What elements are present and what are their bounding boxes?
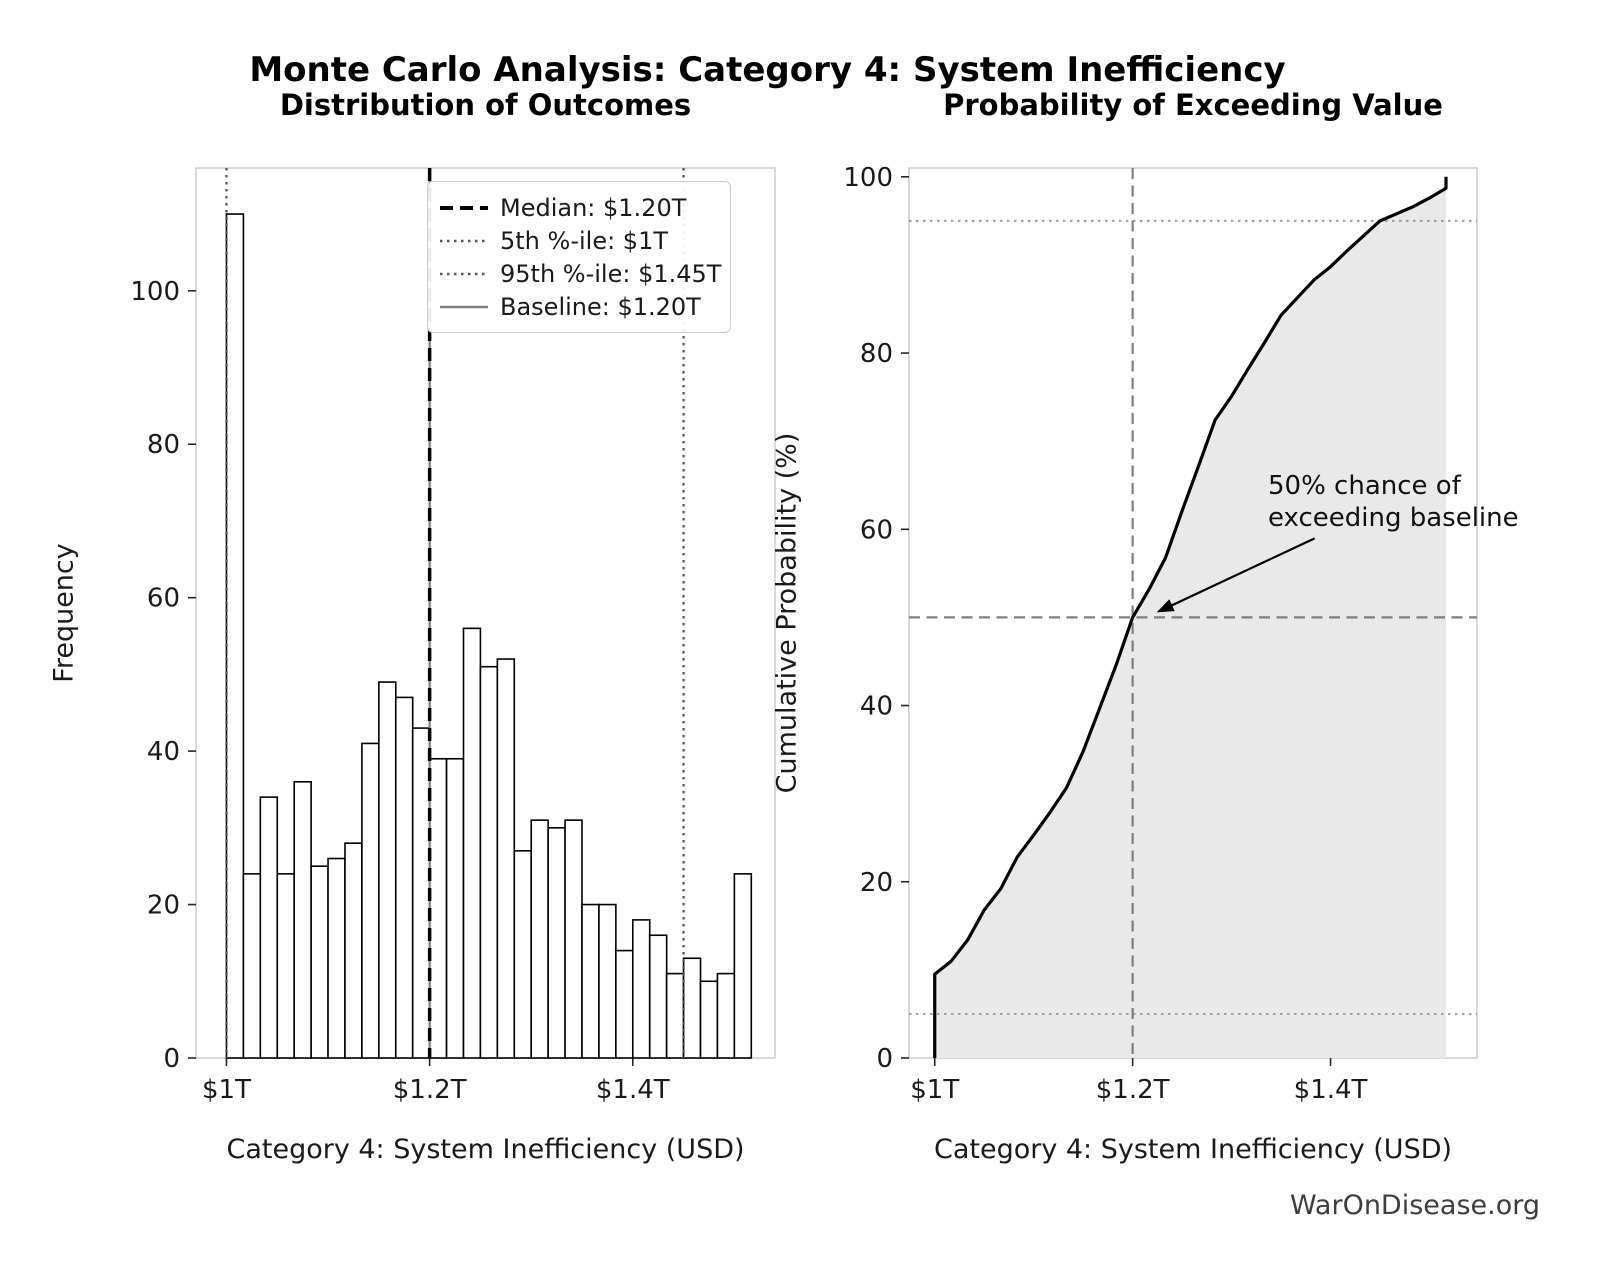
cdf-y-tick-label: 60: [860, 515, 893, 545]
histogram-bar: [394, 696, 414, 1059]
legend-item-baseline: Baseline: $1.20T: [440, 290, 718, 323]
histogram-y-tick-label: 0: [163, 1044, 180, 1074]
histogram-bar: [513, 850, 533, 1059]
histogram-x-axis-label: Category 4: System Inefficiency (USD): [226, 1134, 745, 1165]
histogram-y-tick-label: 60: [147, 584, 180, 614]
histogram-title: Distribution of Outcomes: [279, 88, 692, 122]
histogram-x-tick-label: $1.2T: [393, 1075, 467, 1105]
legend-label-5th-percentile: 5th %-ile: $1T: [500, 226, 668, 255]
histogram-bar: [344, 842, 363, 1059]
histogram-bar: [699, 980, 719, 1059]
legend-item-median: Median: $1.20T: [440, 191, 718, 224]
cdf-y-tick-label: 20: [860, 868, 893, 898]
cdf-curve: [933, 176, 1448, 1058]
median-line-sample-icon: [440, 205, 488, 210]
legend-label-95th-percentile: 95th %-ile: $1.45T: [500, 259, 722, 288]
histogram-y-tick-label: 100: [130, 277, 180, 307]
histogram-bar: [547, 827, 566, 1059]
histogram-bar: [293, 780, 312, 1059]
legend-label-baseline: Baseline: $1.20T: [500, 292, 701, 321]
cdf-x-tick-label: $1.4T: [1294, 1075, 1368, 1105]
legend-item-5th-percentile: 5th %-ile: $1T: [440, 224, 718, 257]
cdf-annotation-text: 50% chance of exceeding baseline: [1268, 471, 1519, 533]
histogram-y-axis-label: Frequency: [48, 543, 80, 683]
cdf-x-tick-label: $1T: [910, 1075, 959, 1105]
histogram-bar: [479, 665, 499, 1059]
percentile-5-line-sample-icon: [440, 239, 488, 242]
histogram-bar: [361, 742, 380, 1059]
histogram-y-tick-label: 20: [147, 891, 180, 921]
cdf-x-axis-label: Category 4: System Inefficiency (USD): [933, 1134, 1453, 1165]
histogram-bar: [716, 972, 736, 1059]
histogram-bar: [242, 873, 262, 1059]
histogram-bar: [598, 903, 617, 1059]
cdf-y-tick-label: 80: [860, 339, 893, 369]
histogram-x-tick-label: $1T: [202, 1075, 251, 1105]
histogram-bar: [682, 957, 702, 1059]
percentile-95-line-sample-icon: [440, 272, 488, 275]
figure-title: Monte Carlo Analysis: Category 4: System…: [249, 50, 1286, 90]
histogram-bar: [327, 857, 346, 1059]
histogram-bar: [411, 727, 431, 1059]
histogram-bar: [530, 819, 549, 1059]
baseline-line-sample-icon: [440, 305, 488, 308]
source-watermark: WarOnDisease.org: [1289, 1190, 1540, 1221]
histogram-bar: [615, 949, 634, 1059]
histogram-bar: [564, 819, 583, 1059]
cdf-y-tick-label: 100: [843, 163, 893, 193]
histogram-y-tick-label: 40: [147, 737, 180, 767]
histogram-y-tick-label: 80: [147, 430, 180, 460]
annotation-arrowhead-icon: [1156, 599, 1175, 613]
histogram-bar: [428, 757, 448, 1059]
histogram-bar: [631, 919, 651, 1059]
histogram-bar: [445, 757, 465, 1059]
histogram-bar: [310, 865, 329, 1059]
histogram-bar: [665, 972, 685, 1059]
legend-label-median: Median: $1.20T: [500, 193, 687, 222]
histogram-bar: [225, 213, 245, 1059]
histogram-bar: [259, 796, 279, 1059]
histogram-bar: [276, 873, 295, 1059]
histogram-bar: [648, 934, 668, 1059]
cdf-x-tick-label: $1.2T: [1096, 1075, 1170, 1105]
annotation-arrow: [1171, 537, 1316, 607]
histogram-bar: [462, 627, 482, 1059]
histogram-bar: [496, 658, 516, 1059]
cdf-y-axis-label: Cumulative Probability (%): [771, 432, 803, 794]
legend: Median: $1.20T 5th %-ile: $1T 95th %-ile…: [427, 181, 731, 333]
histogram-bar: [733, 873, 753, 1059]
cdf-y-tick-label: 0: [876, 1044, 893, 1074]
histogram-x-tick-label: $1.4T: [596, 1075, 670, 1105]
histogram-bar: [378, 681, 397, 1059]
histogram-bar: [581, 903, 600, 1059]
legend-item-95th-percentile: 95th %-ile: $1.45T: [440, 257, 722, 290]
cdf-y-tick-label: 40: [860, 692, 893, 722]
cdf-title: Probability of Exceeding Value: [943, 88, 1443, 122]
